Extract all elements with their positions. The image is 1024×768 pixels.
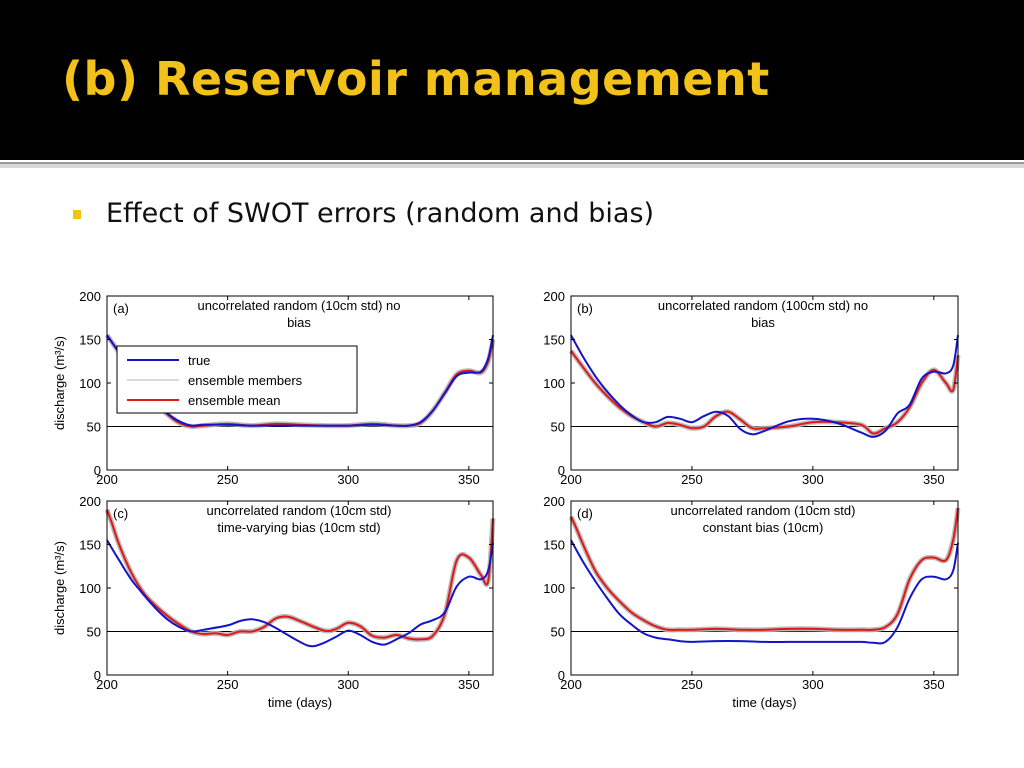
x-tick-label: 200 xyxy=(96,677,118,692)
y-tick-label: 200 xyxy=(79,494,101,509)
ensemble-mean-line xyxy=(570,507,959,632)
x-tick-label: 200 xyxy=(560,472,582,487)
y-tick-label: 150 xyxy=(543,333,565,348)
chart-panel-c: 200 250 300 350 0 50 100 150 200 (c) uncorrelated … xyxy=(52,494,496,710)
y-tick-label: 150 xyxy=(79,538,101,553)
ensemble-mean-line xyxy=(106,509,494,641)
title-bar: (b) Reservoir management xyxy=(0,0,1024,160)
x-tick-label: 250 xyxy=(217,677,239,692)
y-axis-label: discharge (m³/s) xyxy=(52,336,67,430)
chart-title-line: time-varying bias (10cm std) xyxy=(217,520,380,535)
x-tick-label: 350 xyxy=(923,677,945,692)
chart-title-line: uncorrelated random (10cm std) xyxy=(671,503,856,518)
chart-title-line: bias xyxy=(751,315,775,330)
legend: true ensemble members ensemble mean xyxy=(116,345,358,414)
y-tick-label: 0 xyxy=(558,463,565,478)
legend-entry: ensemble mean xyxy=(188,393,281,408)
chart-panel-b: 200 250 300 350 0 50 100 150 200 (b) uncorrelated … xyxy=(543,289,961,487)
figure: 200 250 300 350 0 50 100 150 200 (a) uncorrelated … xyxy=(52,289,961,710)
true-line xyxy=(106,539,494,648)
y-tick-label: 50 xyxy=(551,420,565,435)
y-tick-label: 0 xyxy=(94,463,101,478)
chart-title-line: uncorrelated random (10cm std) xyxy=(207,503,392,518)
x-tick-label: 300 xyxy=(802,472,824,487)
y-tick-label: 0 xyxy=(558,668,565,683)
y-tick-label: 100 xyxy=(543,376,565,391)
x-tick-label: 350 xyxy=(923,472,945,487)
x-tick-label: 350 xyxy=(458,677,480,692)
x-tick-label: 300 xyxy=(337,472,359,487)
chart-panel-a: 200 250 300 350 0 50 100 150 200 (a) uncorrelated … xyxy=(52,289,496,487)
legend-entry: ensemble members xyxy=(188,373,303,388)
y-axis-label: discharge (m³/s) xyxy=(52,541,67,635)
x-tick-label: 250 xyxy=(217,472,239,487)
plot-area xyxy=(571,501,958,675)
bullet-square-icon xyxy=(73,210,81,219)
plot-area xyxy=(571,296,958,470)
x-tick-label: 300 xyxy=(337,677,359,692)
true-line xyxy=(570,334,959,438)
true-line xyxy=(570,539,959,645)
bullet-text: Effect of SWOT errors (random and bias) xyxy=(106,198,655,229)
y-tick-label: 50 xyxy=(551,625,565,640)
chart-title-line: uncorrelated random (100cm std) no xyxy=(658,298,868,313)
chart-title-line: constant bias (10cm) xyxy=(703,520,824,535)
y-tick-label: 200 xyxy=(543,494,565,509)
x-axis-label: time (days) xyxy=(268,695,332,710)
y-tick-label: 200 xyxy=(543,289,565,304)
slide-content: Effect of SWOT errors (random and bias) … xyxy=(0,168,1024,768)
x-tick-label: 250 xyxy=(681,677,703,692)
x-axis-label: time (days) xyxy=(732,695,796,710)
y-tick-label: 100 xyxy=(543,581,565,596)
y-tick-label: 150 xyxy=(543,538,565,553)
panel-label: (a) xyxy=(113,301,129,316)
chart-title-line: uncorrelated random (10cm std) no xyxy=(197,298,400,313)
y-tick-label: 100 xyxy=(79,376,101,391)
y-tick-label: 50 xyxy=(87,420,101,435)
x-tick-label: 250 xyxy=(681,472,703,487)
panel-label: (c) xyxy=(113,506,128,521)
chart-title-line: bias xyxy=(287,315,311,330)
chart-panel-d: 200 250 300 350 0 50 100 150 200 (d) uncorrelated … xyxy=(543,494,961,710)
slide-title: (b) Reservoir management xyxy=(62,52,770,106)
y-tick-label: 200 xyxy=(79,289,101,304)
plot-area xyxy=(107,501,493,675)
x-tick-label: 200 xyxy=(96,472,118,487)
y-tick-label: 0 xyxy=(94,668,101,683)
panel-label: (b) xyxy=(577,301,593,316)
x-tick-label: 200 xyxy=(560,677,582,692)
y-tick-label: 100 xyxy=(79,581,101,596)
y-tick-label: 50 xyxy=(87,625,101,640)
x-tick-label: 350 xyxy=(458,472,480,487)
y-tick-label: 150 xyxy=(79,333,101,348)
legend-entry: true xyxy=(188,353,210,368)
panel-label: (d) xyxy=(577,506,593,521)
title-divider xyxy=(0,160,1024,168)
x-tick-label: 300 xyxy=(802,677,824,692)
